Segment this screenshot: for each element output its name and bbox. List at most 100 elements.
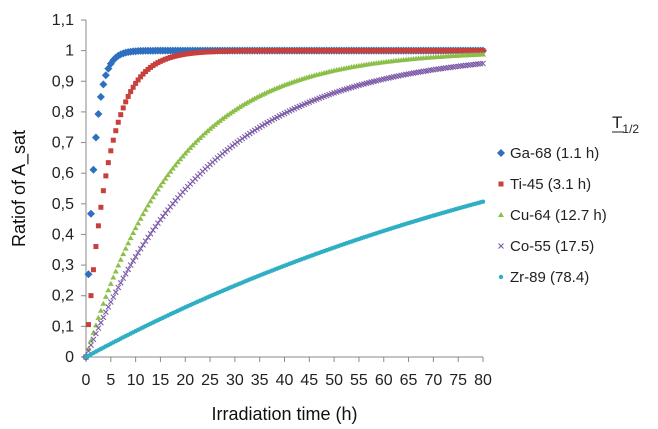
data-point	[130, 230, 137, 236]
x-ticks: 0 5 10 15 20 25 30 35 40 45 50 55 60 65 70 75 80	[82, 357, 492, 389]
data-point	[110, 137, 116, 143]
series-ti-45	[83, 48, 486, 360]
data-point	[100, 300, 107, 306]
data-point	[145, 234, 151, 241]
data-point	[498, 274, 504, 280]
y-tick-label: 0,2	[52, 288, 74, 305]
data-point	[480, 199, 486, 204]
y-tick-label: 0,5	[52, 196, 74, 213]
x-tick-label: 40	[276, 372, 294, 389]
y-tick-label: 0,9	[52, 73, 74, 90]
y-ticks: 0 0,1 0,2 0,3 0,4 0,5 0,6 0,7 0,8 0,9 1 1,1	[52, 12, 86, 366]
data-point	[236, 104, 243, 110]
data-point	[127, 235, 134, 241]
data-point	[97, 307, 104, 313]
x-tick-label: 35	[251, 372, 269, 389]
data-point	[132, 253, 139, 260]
legend-title-sub: 1/2	[622, 122, 639, 136]
data-point	[125, 93, 131, 99]
legend-marker	[498, 274, 504, 280]
data-point	[105, 287, 112, 293]
legend-marker	[497, 149, 505, 157]
data-point	[497, 149, 505, 157]
data-point	[120, 105, 126, 111]
data-point	[150, 227, 156, 234]
data-point	[90, 329, 97, 335]
x-tick-label: 70	[424, 372, 442, 389]
data-point	[251, 95, 258, 101]
data-point	[152, 190, 159, 196]
data-point	[113, 128, 119, 134]
data-point	[133, 80, 139, 86]
legend-item: Cu-64 (12.7 h)	[498, 207, 607, 224]
data-point	[108, 148, 114, 154]
data-point	[498, 212, 504, 217]
y-tick-label: 0,3	[52, 257, 74, 274]
data-point	[97, 319, 104, 326]
data-point	[162, 175, 169, 181]
data-point	[115, 284, 122, 291]
x-tick-label: 75	[449, 372, 467, 389]
data-point	[137, 215, 144, 221]
data-point	[147, 230, 154, 237]
data-point	[142, 238, 149, 244]
legend-item: Ga-68 (1.1 h)	[497, 145, 599, 162]
data-point	[241, 101, 248, 107]
legend-marker	[498, 212, 504, 217]
data-point	[99, 80, 108, 89]
data-point	[132, 225, 139, 231]
data-point	[95, 223, 101, 229]
data-point	[154, 186, 161, 192]
data-point	[90, 267, 96, 273]
data-point	[147, 198, 154, 204]
legend-label: Ti-45 (3.1 h)	[510, 176, 591, 193]
data-point	[103, 173, 109, 179]
data-point	[100, 314, 107, 321]
data-point	[102, 293, 109, 299]
x-axis-title: Irradiation time (h)	[211, 404, 357, 424]
data-point	[138, 74, 144, 80]
legend-label: Zr-89 (78.4)	[510, 269, 589, 286]
series-ga-68	[82, 46, 487, 361]
data-point	[157, 216, 164, 223]
x-tick-label: 60	[375, 372, 393, 389]
data-point	[135, 77, 141, 83]
data-point	[480, 60, 486, 67]
data-point	[112, 268, 119, 274]
data-point	[184, 147, 191, 153]
series-zr-89	[83, 199, 486, 360]
data-point	[120, 251, 127, 257]
data-point	[167, 168, 174, 174]
data-point	[249, 96, 256, 102]
data-point	[179, 153, 186, 159]
data-point	[87, 337, 94, 343]
x-tick-label: 25	[201, 372, 219, 389]
legend-marker	[498, 181, 504, 187]
data-point	[135, 249, 141, 256]
y-tick-label: 0,7	[52, 135, 74, 152]
x-tick-label: 10	[127, 372, 145, 389]
legend-label: Cu-64 (12.7 h)	[510, 207, 607, 224]
data-point	[142, 206, 149, 212]
data-point	[155, 220, 161, 227]
legend-title: T1/2	[612, 113, 639, 136]
data-point	[93, 244, 99, 250]
data-point	[88, 342, 94, 348]
data-point	[480, 48, 486, 54]
data-point	[498, 243, 504, 249]
data-point	[239, 102, 246, 108]
data-point	[110, 294, 117, 300]
data-point	[241, 134, 248, 140]
data-point	[127, 262, 134, 269]
data-point	[137, 245, 144, 252]
x-tick-label: 55	[350, 372, 368, 389]
data-point	[480, 51, 486, 57]
data-point	[164, 172, 171, 178]
data-point	[107, 299, 114, 305]
data-point	[182, 150, 189, 156]
data-point	[112, 289, 119, 296]
data-point	[110, 274, 117, 280]
data-point	[98, 204, 104, 210]
data-point	[101, 71, 110, 80]
legend-title-main: T	[612, 113, 622, 132]
